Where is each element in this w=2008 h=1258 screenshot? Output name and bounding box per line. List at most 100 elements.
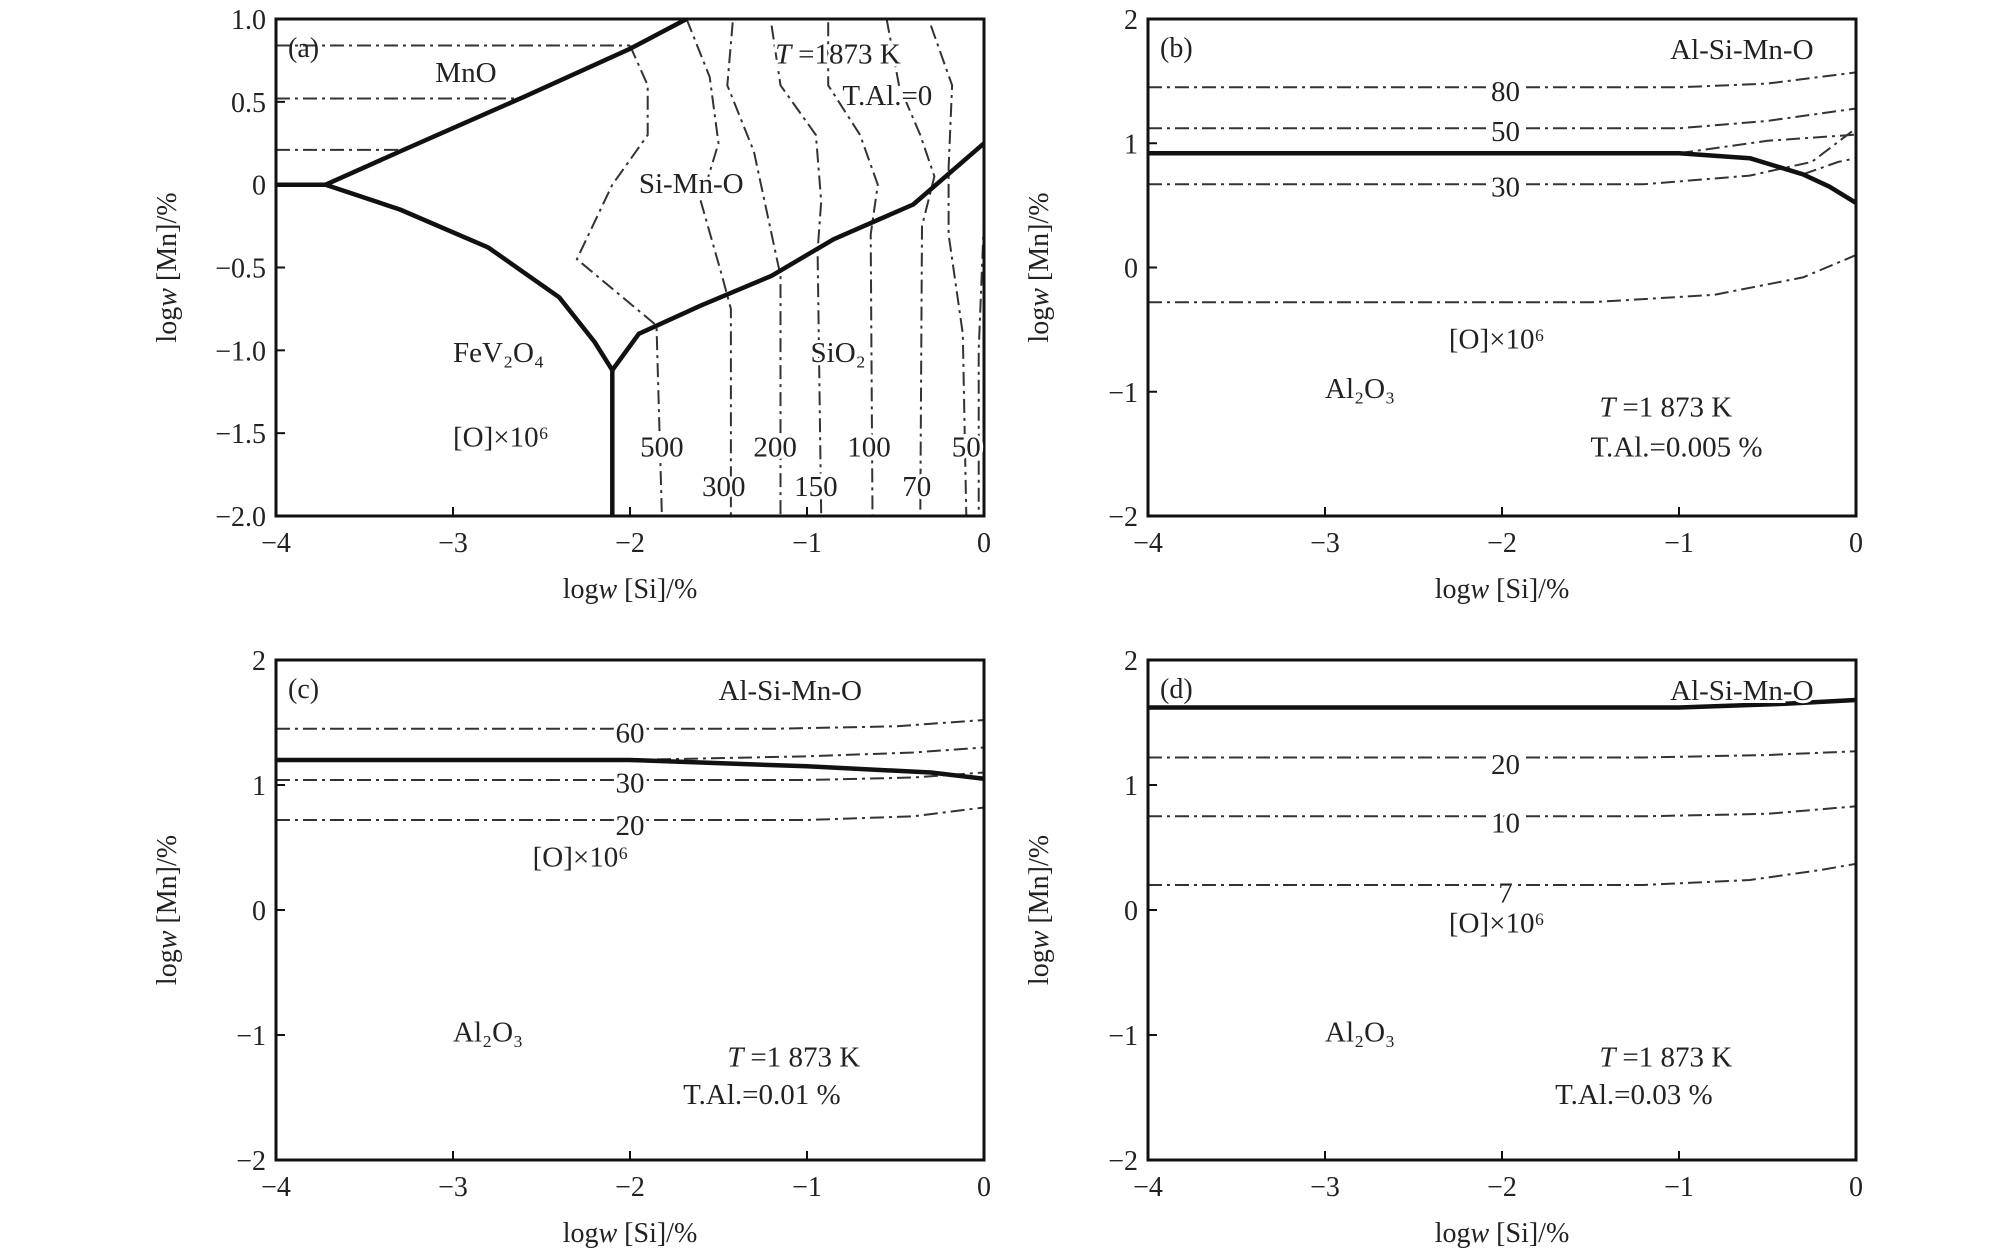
iso-oxygen-line xyxy=(726,22,782,516)
contour-value-label: 30 xyxy=(1491,172,1520,204)
y-axis-label-prefix: log xyxy=(152,307,183,343)
annotation-label: T.Al.=0 xyxy=(842,80,932,112)
x-axis-label-suffix: [Si]/% xyxy=(1489,574,1569,605)
y-tick-label: −1 xyxy=(1108,378,1138,409)
annotation-label: =1 873 K xyxy=(750,1041,860,1073)
y-tick-label: 0 xyxy=(252,171,266,202)
x-tick-label: −4 xyxy=(261,528,291,559)
x-tick-label: −1 xyxy=(1664,1172,1694,1203)
contour-value-label: 20 xyxy=(1491,749,1520,781)
y-tick-label: −2 xyxy=(236,1146,266,1177)
contour-value-label: 70 xyxy=(902,471,931,503)
y-tick-label: 1 xyxy=(1124,771,1138,802)
x-tick-label: −2 xyxy=(1487,1172,1517,1203)
annotation-label: [O]×10⁶ xyxy=(453,421,549,453)
y-axis-label: logw [Mn]/% xyxy=(1024,192,1055,342)
panel-letter: (a) xyxy=(288,33,319,64)
iso-oxygen-line xyxy=(1148,254,1856,304)
y-tick-label: 0 xyxy=(1124,896,1138,927)
iso-oxygen-line xyxy=(575,45,663,516)
contour-value-label: 7 xyxy=(1498,878,1513,910)
x-tick-label: −4 xyxy=(261,1172,291,1203)
x-axis-label: logw [Si]/% xyxy=(1435,574,1570,605)
x-axis-label-variable: w xyxy=(1470,574,1489,605)
contour-value-label: 150 xyxy=(794,471,838,503)
annotation-label: Al-Si-Mn-O xyxy=(1670,34,1813,66)
annotation-label: [O]×10⁶ xyxy=(1449,323,1545,355)
y-tick-label: 2 xyxy=(252,646,266,677)
annotation-label: T xyxy=(1599,1041,1617,1073)
x-tick-label: −1 xyxy=(792,528,822,559)
x-tick-label: −1 xyxy=(1664,528,1694,559)
x-tick-label: −2 xyxy=(1487,528,1517,559)
x-axis-label-variable: w xyxy=(598,1218,617,1249)
y-tick-label: 2 xyxy=(1124,5,1138,36)
plot-area xyxy=(1148,71,1856,304)
contour-value-label: 50 xyxy=(1491,116,1520,148)
y-axis-label-prefix: log xyxy=(152,949,183,985)
y-tick-label: −1.0 xyxy=(215,336,266,367)
x-tick-label: 0 xyxy=(1849,528,1863,559)
y-tick-label: 1 xyxy=(252,771,266,802)
iso-oxygen-line xyxy=(770,25,823,516)
x-tick-label: −3 xyxy=(438,1172,468,1203)
contour-value-label: 300 xyxy=(702,471,746,503)
annotation-label: Al₂O₃ xyxy=(1325,1016,1395,1048)
y-tick-label: −1 xyxy=(1108,1021,1138,1052)
y-tick-label: −2.0 xyxy=(215,502,266,533)
contour-value-label: 50 xyxy=(952,431,981,463)
y-axis-label-variable: w xyxy=(152,288,183,307)
annotation-label: =1 873 K xyxy=(1622,1041,1732,1073)
iso-oxygen-line xyxy=(885,19,936,516)
plot-area xyxy=(1148,697,1856,886)
y-axis-label-variable: w xyxy=(1024,930,1055,949)
y-axis-label-variable: w xyxy=(1024,288,1055,307)
annotation-label: [O]×10⁶ xyxy=(1449,908,1545,940)
y-axis-label: logw [Mn]/% xyxy=(152,835,183,985)
annotation-label: [O]×10⁶ xyxy=(533,841,629,873)
x-axis-label-prefix: log xyxy=(563,574,599,605)
annotation-label: =1873 K xyxy=(798,39,901,71)
phase-boundary-line xyxy=(610,141,984,372)
x-axis-label: logw [Si]/% xyxy=(563,574,698,605)
x-tick-label: −3 xyxy=(1310,1172,1340,1203)
annotation-label: T.Al.=0.005 % xyxy=(1591,431,1763,463)
y-tick-label: −1.5 xyxy=(215,419,266,450)
x-axis-label-variable: w xyxy=(598,574,617,605)
x-tick-label: −2 xyxy=(615,528,645,559)
iso-oxygen-line xyxy=(977,217,984,516)
iso-oxygen-line xyxy=(276,719,984,730)
iso-oxygen-line xyxy=(1148,805,1856,818)
x-axis-label-prefix: log xyxy=(1435,1218,1471,1249)
x-tick-label: 0 xyxy=(1849,1172,1863,1203)
phase-boundary-line xyxy=(324,19,688,187)
phase-boundary-line xyxy=(276,757,984,782)
contour-value-label: 20 xyxy=(616,810,645,842)
contour-value-label: 80 xyxy=(1491,76,1520,108)
panel-letter: (c) xyxy=(288,674,319,705)
y-axis-label-prefix: log xyxy=(1024,307,1055,343)
x-tick-label: −4 xyxy=(1133,1172,1163,1203)
y-tick-label: 1.0 xyxy=(231,5,266,36)
phase-boundary-line xyxy=(1148,150,1856,205)
y-tick-label: 1 xyxy=(1124,129,1138,160)
plot-area xyxy=(276,19,984,516)
x-tick-label: −4 xyxy=(1133,528,1163,559)
y-tick-label: 2 xyxy=(1124,646,1138,677)
y-tick-label: 0 xyxy=(252,896,266,927)
x-axis-label-prefix: log xyxy=(563,1218,599,1249)
y-axis-label-prefix: log xyxy=(1024,949,1055,985)
x-tick-label: 0 xyxy=(977,528,991,559)
iso-oxygen-line xyxy=(827,22,879,516)
x-axis-label-suffix: [Si]/% xyxy=(617,1218,697,1249)
y-axis-label-suffix: [Mn]/% xyxy=(152,835,183,931)
y-axis-label-variable: w xyxy=(152,930,183,949)
annotation-label: T xyxy=(775,39,793,71)
x-tick-label: 0 xyxy=(977,1172,991,1203)
x-axis-label-variable: w xyxy=(1470,1218,1489,1249)
x-axis-label-suffix: [Si]/% xyxy=(1489,1218,1569,1249)
iso-oxygen-line xyxy=(629,746,984,761)
